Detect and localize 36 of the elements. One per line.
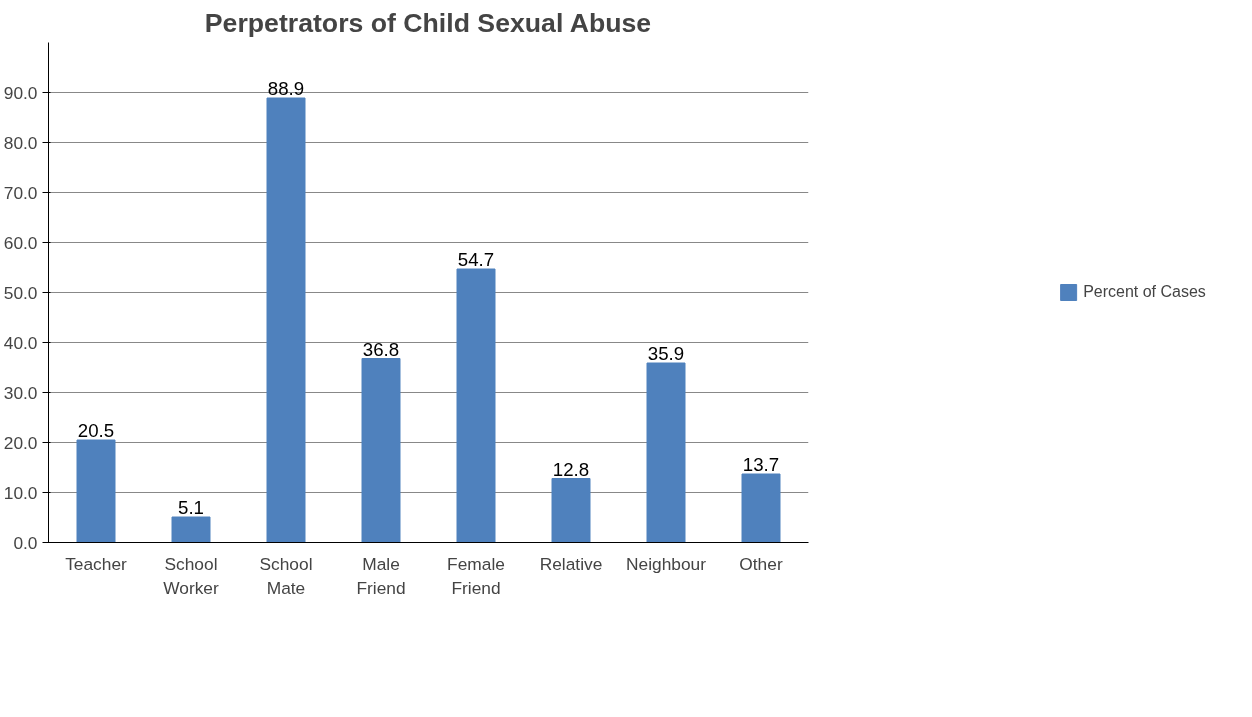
x-tick-label: Female Friend (447, 553, 505, 598)
x-tick-label: Neighbour (626, 553, 707, 574)
x-tick-label: School Mate (259, 553, 313, 598)
y-tick-label: 80.0 (3, 132, 38, 153)
bar (456, 268, 496, 543)
data-label: 20.5 (77, 420, 115, 441)
data-label: 5.1 (178, 497, 204, 518)
data-label: 35.9 (647, 343, 685, 364)
bar (646, 362, 686, 543)
x-tick-label: Other (739, 553, 783, 574)
x-tick-label: Relative (539, 553, 603, 574)
x-tick-label: Teacher (65, 553, 128, 574)
data-label: 12.8 (552, 458, 590, 480)
y-tick-label: 50.0 (3, 282, 38, 303)
y-tick-label: 10.0 (3, 482, 38, 503)
data-label: 13.7 (742, 454, 780, 475)
bar (551, 478, 591, 543)
legend-label: Percent of Cases (1083, 283, 1206, 301)
y-tick-label: 40.0 (3, 332, 38, 353)
bar (171, 516, 211, 543)
bar (361, 358, 401, 543)
bar (741, 473, 781, 543)
y-tick-label: 60.0 (3, 232, 38, 253)
bar (76, 439, 116, 543)
chart-title: Perpetrators of Child Sexual Abuse (204, 7, 652, 38)
bar (266, 97, 306, 543)
data-label: 54.7 (457, 249, 495, 270)
y-tick-label: 90.0 (3, 82, 38, 103)
data-label: 36.8 (362, 338, 400, 360)
y-tick-label: 0.0 (13, 532, 38, 553)
x-tick-label: School Worker (163, 553, 219, 598)
y-tick-label: 20.0 (3, 432, 38, 453)
y-tick-label: 70.0 (3, 182, 38, 203)
y-tick-label: 30.0 (3, 382, 38, 403)
data-label: 88.9 (267, 78, 305, 99)
x-tick-label: Male Friend (356, 553, 406, 598)
